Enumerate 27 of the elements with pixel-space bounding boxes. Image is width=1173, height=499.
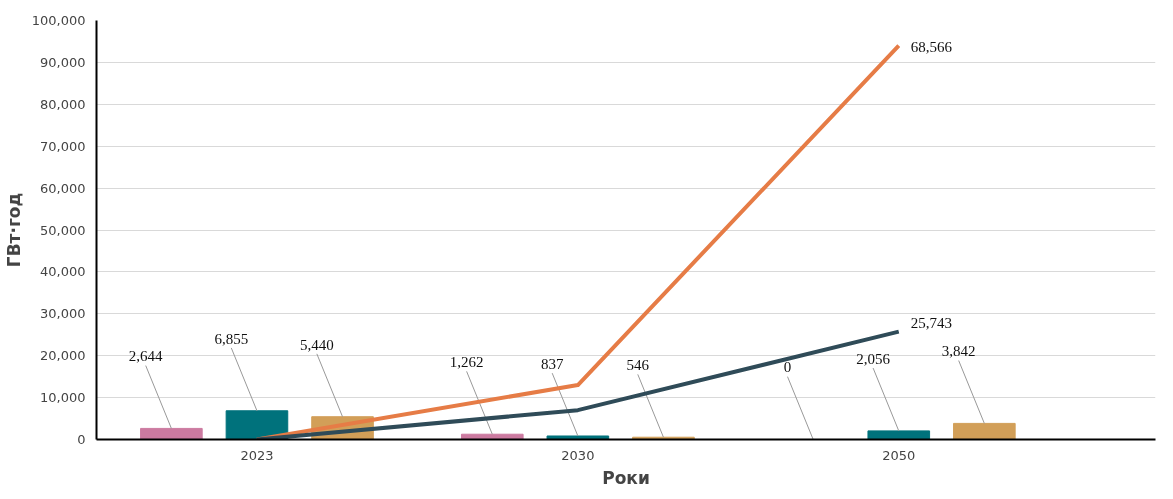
x-tick-label: 2050 [882, 447, 916, 463]
data-label: 5,440 [299, 336, 334, 353]
y-tick-label: 40,000 [40, 264, 86, 280]
y-tick-label: 10,000 [40, 390, 86, 406]
data-label: 6,855 [214, 330, 249, 347]
x-axis-title: Роки [602, 467, 650, 488]
y-tick-label: 90,000 [40, 54, 86, 70]
data-label: 1,262 [449, 354, 484, 371]
x-tick-label: 2023 [240, 447, 274, 463]
y-tick-label: 80,000 [40, 96, 86, 112]
data-label: 0 [783, 359, 792, 376]
data-label: 546 [626, 357, 650, 374]
y-tick-label: 0 [77, 432, 86, 447]
y-tick-label: 30,000 [40, 306, 86, 322]
y-tick-label: 50,000 [40, 222, 86, 238]
annotation: 68,566 [910, 38, 953, 55]
y-tick-label: 60,000 [40, 180, 86, 196]
data-label: 837 [540, 355, 564, 372]
y-tick-label: 70,000 [40, 138, 86, 154]
x-tick-label: 2030 [561, 447, 595, 463]
data-label: 2,644 [128, 348, 164, 365]
y-tick-label: 20,000 [40, 348, 86, 364]
data-label: 2,056 [856, 350, 891, 367]
y-axis-title: ГВт·год [3, 192, 24, 268]
data-label: 3,842 [941, 343, 976, 360]
data-label: 25,743 [910, 314, 953, 331]
y-tick-label: 100,000 [31, 13, 86, 28]
